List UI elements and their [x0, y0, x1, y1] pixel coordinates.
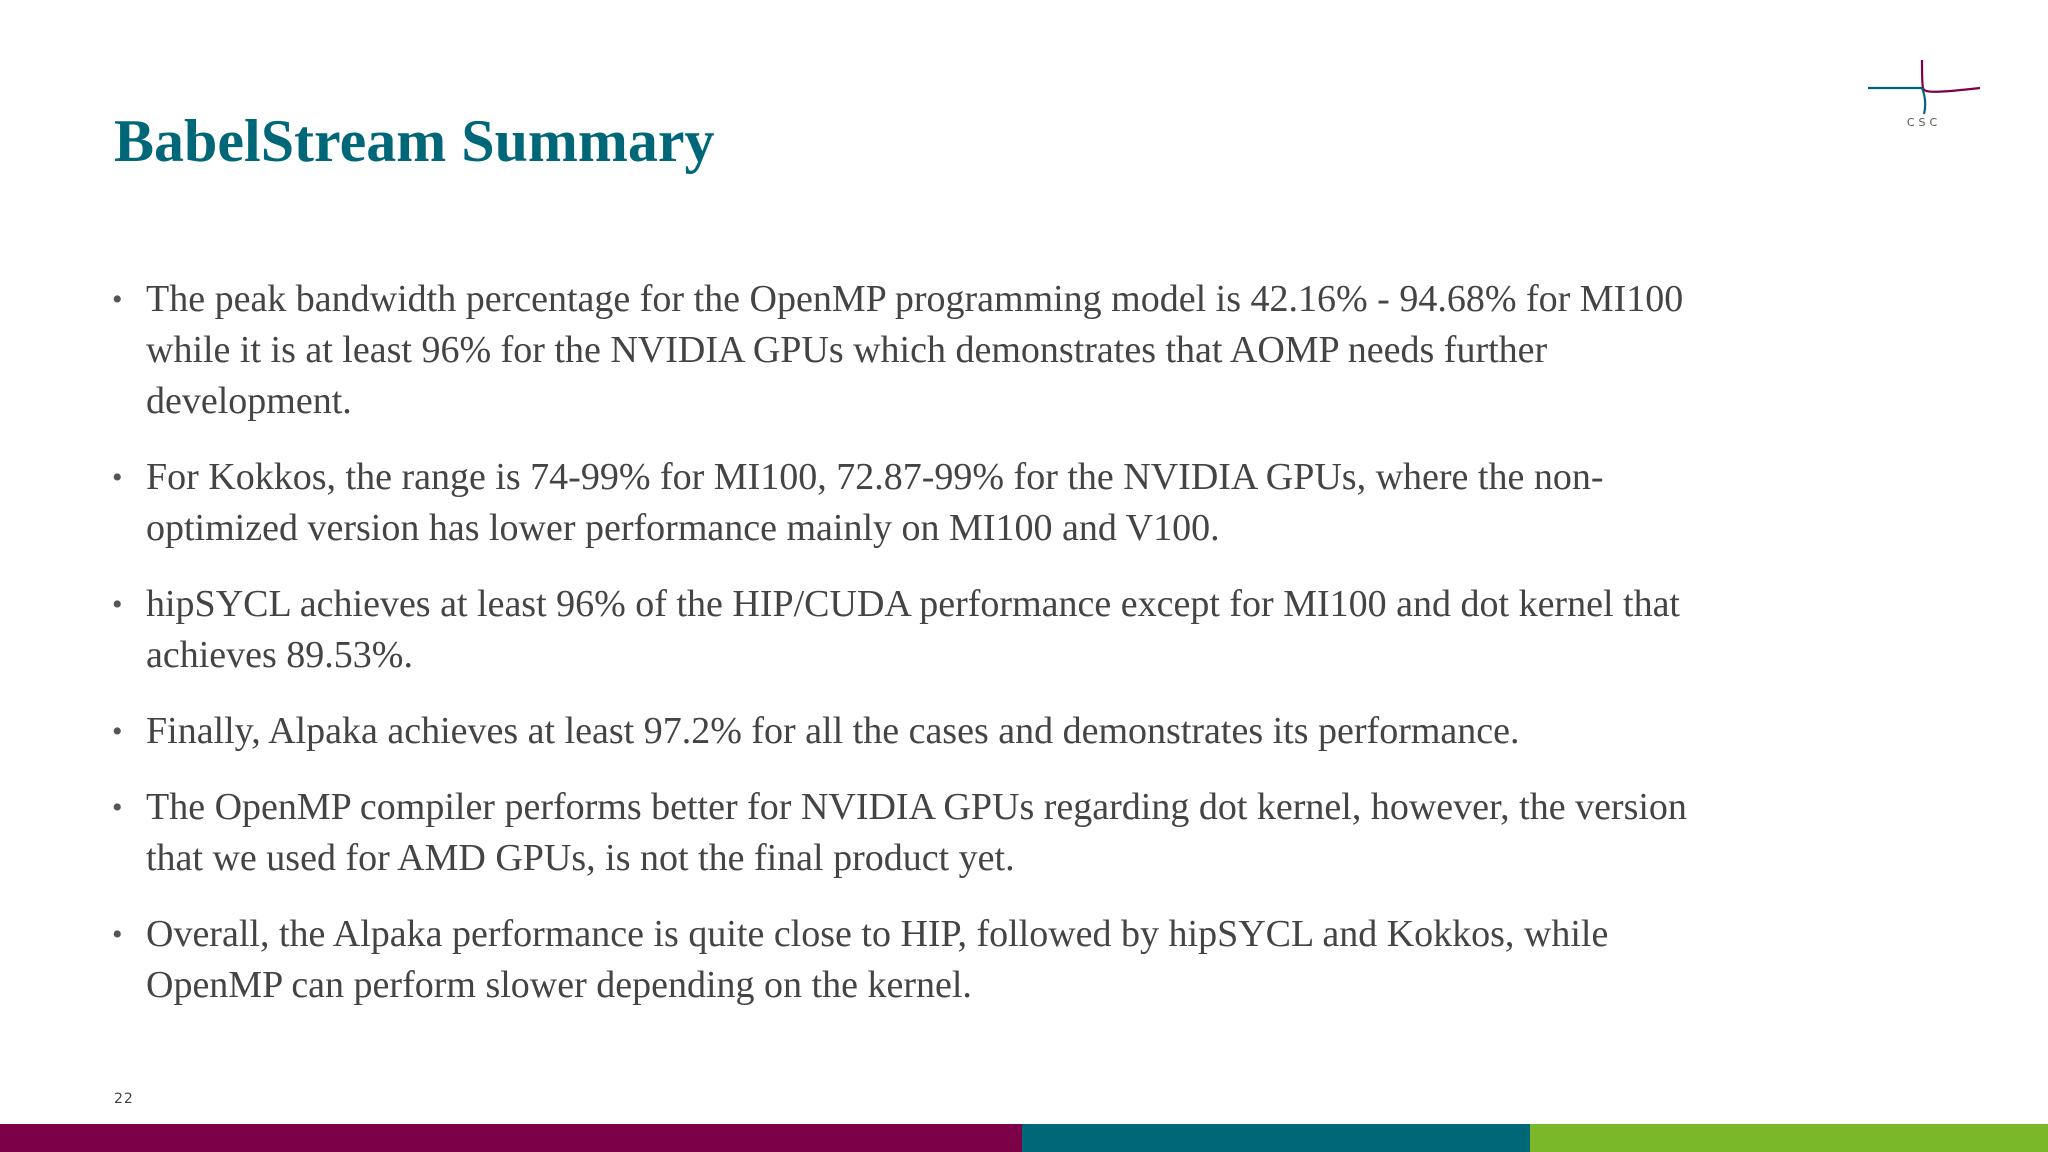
footer-bar-magenta — [0, 1124, 1022, 1152]
bullet-item: • Overall, the Alpaka performance is qui… — [112, 909, 1752, 1011]
bullet-list: • The peak bandwidth percentage for the … — [112, 274, 1752, 1036]
bullet-text: Finally, Alpaka achieves at least 97.2% … — [146, 710, 1520, 752]
footer-bar-green — [1530, 1124, 2048, 1152]
bullet-icon: • — [112, 283, 123, 316]
bullet-text: hipSYCL achieves at least 96% of the HIP… — [146, 583, 1680, 676]
bullet-text: For Kokkos, the range is 74-99% for MI10… — [146, 456, 1604, 549]
bullet-item: • Finally, Alpaka achieves at least 97.2… — [112, 706, 1752, 757]
bullet-text: The peak bandwidth percentage for the Op… — [146, 278, 1684, 422]
bullet-item: • The peak bandwidth percentage for the … — [112, 274, 1752, 427]
slide-title: BabelStream Summary — [114, 108, 715, 174]
bullet-icon: • — [112, 588, 123, 621]
footer-color-bar — [0, 1124, 2048, 1152]
bullet-text: Overall, the Alpaka performance is quite… — [146, 913, 1609, 1006]
csc-logo: CSC — [1868, 58, 1980, 134]
bullet-text: The OpenMP compiler performs better for … — [146, 786, 1687, 879]
bullet-icon: • — [112, 918, 123, 951]
bullet-item: • For Kokkos, the range is 74-99% for MI… — [112, 452, 1752, 554]
bullet-icon: • — [112, 461, 123, 494]
csc-logo-text: CSC — [1906, 116, 1942, 129]
footer-bar-teal — [1022, 1124, 1530, 1152]
csc-logo-mark — [1868, 59, 1980, 114]
bullet-item: • hipSYCL achieves at least 96% of the H… — [112, 579, 1752, 681]
page-number: 22 — [114, 1091, 134, 1107]
bullet-item: • The OpenMP compiler performs better fo… — [112, 782, 1752, 884]
bullet-icon: • — [112, 791, 123, 824]
bullet-icon: • — [112, 715, 123, 748]
